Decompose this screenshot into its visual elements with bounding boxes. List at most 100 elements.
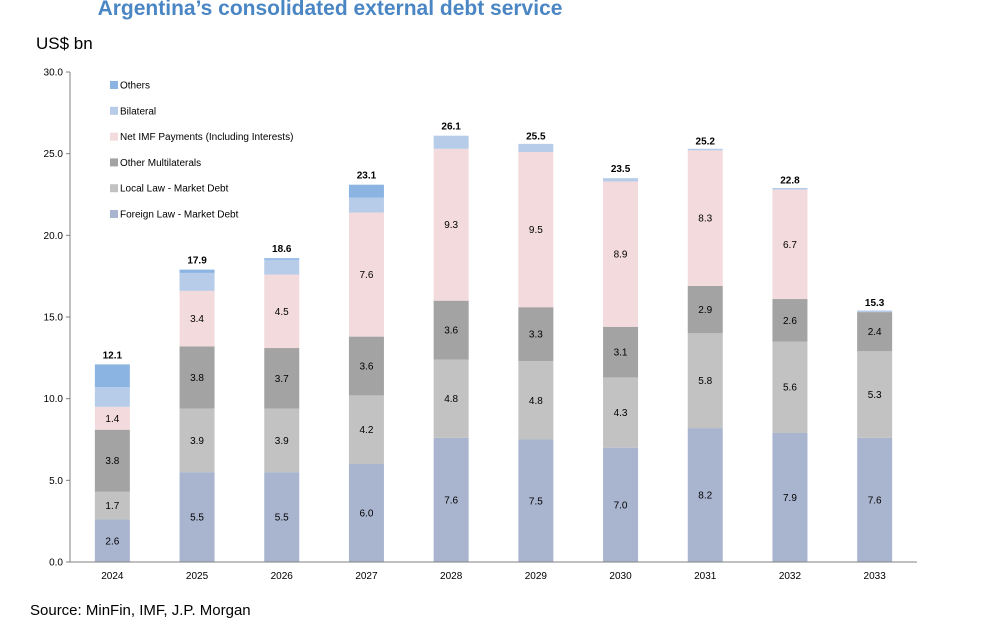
legend: Others Bilateral Net IMF Payments (Includi… xyxy=(110,81,293,221)
bar-segment xyxy=(433,359,469,438)
bar-segment xyxy=(857,437,893,562)
x-tick-label: 2024 xyxy=(101,571,124,582)
bar-segment xyxy=(94,491,130,520)
bar-segment xyxy=(264,472,300,562)
bar-value-label: 7.6 xyxy=(359,270,373,281)
legend-label: Bilateral xyxy=(120,106,156,117)
bar-value-label: 5.6 xyxy=(783,383,797,394)
bar-value-label: 8.9 xyxy=(614,250,628,261)
bar-segment xyxy=(603,181,639,327)
x-tick-label: 2025 xyxy=(186,571,209,582)
bar-segment xyxy=(603,447,639,562)
x-tick-label: 2029 xyxy=(525,571,548,582)
bar-segment xyxy=(179,408,215,473)
bar-value-label: 7.9 xyxy=(783,493,797,504)
bar-segment xyxy=(857,310,893,313)
bar-total-label: 23.1 xyxy=(357,171,377,182)
bar-segment xyxy=(348,212,384,337)
chart-title: Argentina’s consolidated external debt s… xyxy=(97,0,563,20)
bar-value-label: 5.5 xyxy=(190,513,204,524)
bar-segment xyxy=(603,326,639,378)
legend-swatch xyxy=(110,106,118,115)
bar-segment xyxy=(264,274,300,349)
bar-value-label: 4.8 xyxy=(444,394,458,405)
bar-segment xyxy=(264,259,300,275)
bar-segment xyxy=(94,364,130,388)
bar-segment xyxy=(603,377,639,448)
bar-segment xyxy=(518,439,554,562)
bar-value-label: 6.7 xyxy=(783,240,797,251)
x-tick-label: 2031 xyxy=(694,571,717,582)
bar-total-label: 25.5 xyxy=(526,132,546,143)
bar-segment xyxy=(179,346,215,409)
bar-total-label: 18.6 xyxy=(272,244,292,255)
bar-value-label: 4.2 xyxy=(359,425,373,436)
legend-swatch xyxy=(110,210,118,218)
bar-value-label: 2.9 xyxy=(698,305,712,316)
x-tick-label: 2027 xyxy=(355,571,378,582)
bar-value-label: 3.6 xyxy=(359,362,373,373)
bar-segment xyxy=(687,150,723,286)
bar-total-label: 25.2 xyxy=(696,136,716,147)
bar-segment xyxy=(687,285,723,334)
y-tick-label: 5.0 xyxy=(49,476,63,487)
bar-value-label: 5.5 xyxy=(275,513,289,524)
bar-value-label: 8.2 xyxy=(698,491,712,502)
bar-value-label: 3.8 xyxy=(105,456,119,467)
legend-label: Others xyxy=(120,81,150,92)
bar-segment xyxy=(857,312,893,352)
bar-segment xyxy=(772,189,808,300)
bar-segment xyxy=(179,290,215,347)
bar-value-label: 9.5 xyxy=(529,225,543,236)
x-tick-label: 2026 xyxy=(271,571,294,582)
legend-label: Other Multilaterals xyxy=(120,158,201,169)
y-tick-label: 10.0 xyxy=(44,394,64,405)
bar-total-label: 26.1 xyxy=(441,122,461,133)
bar-segment xyxy=(94,519,130,562)
bar-value-label: 1.7 xyxy=(105,501,119,512)
bar-value-label: 3.6 xyxy=(444,326,458,337)
y-tick-label: 20.0 xyxy=(44,231,64,242)
bar-value-label: 6.0 xyxy=(359,509,373,520)
bar-value-label: 3.4 xyxy=(190,314,204,325)
bar-segment xyxy=(772,432,808,562)
x-tick-label: 2032 xyxy=(779,571,802,582)
bar-total-label: 15.3 xyxy=(865,298,885,309)
bar-segment xyxy=(264,408,300,473)
bar-value-label: 5.8 xyxy=(698,376,712,387)
bar-value-label: 3.1 xyxy=(614,348,628,359)
bar-total-label: 23.5 xyxy=(611,164,631,175)
source-note: Source: MinFin, IMF, J.P. Morgan xyxy=(30,602,251,619)
bar-segment xyxy=(433,300,469,360)
bar-value-label: 4.8 xyxy=(529,396,543,407)
bar-segment xyxy=(433,437,469,562)
bar-segment xyxy=(348,464,384,562)
bar-value-label: 2.6 xyxy=(783,316,797,327)
bar-value-label: 1.4 xyxy=(105,414,119,425)
bar-segment xyxy=(772,341,808,433)
bar-value-label: 7.6 xyxy=(444,495,458,506)
bar-segment xyxy=(518,307,554,362)
x-tick-label: 2028 xyxy=(440,571,463,582)
bar-value-label: 2.6 xyxy=(105,536,119,547)
bar-value-label: 3.8 xyxy=(190,373,204,384)
legend-label: Net IMF Payments (Including Interests) xyxy=(120,132,293,143)
legend-swatch xyxy=(110,81,118,89)
y-tick-label: 15.0 xyxy=(44,313,64,324)
bar-segment xyxy=(348,395,384,464)
bar-segment xyxy=(94,406,130,430)
bar-value-label: 3.3 xyxy=(529,330,543,341)
bar-segment xyxy=(518,361,554,440)
bar-value-label: 4.3 xyxy=(614,408,628,419)
bar-value-label: 3.9 xyxy=(275,436,289,447)
bar-segment xyxy=(348,197,384,213)
bar-total-label: 17.9 xyxy=(187,256,207,267)
bar-segment xyxy=(179,269,215,273)
bar-value-label: 7.0 xyxy=(614,500,628,511)
bar-segment xyxy=(772,187,808,190)
legend-label: Foreign Law - Market Debt xyxy=(120,210,239,221)
x-tick-label: 2033 xyxy=(864,571,887,582)
bar-value-label: 5.3 xyxy=(868,390,882,401)
bar-segment xyxy=(687,333,723,429)
